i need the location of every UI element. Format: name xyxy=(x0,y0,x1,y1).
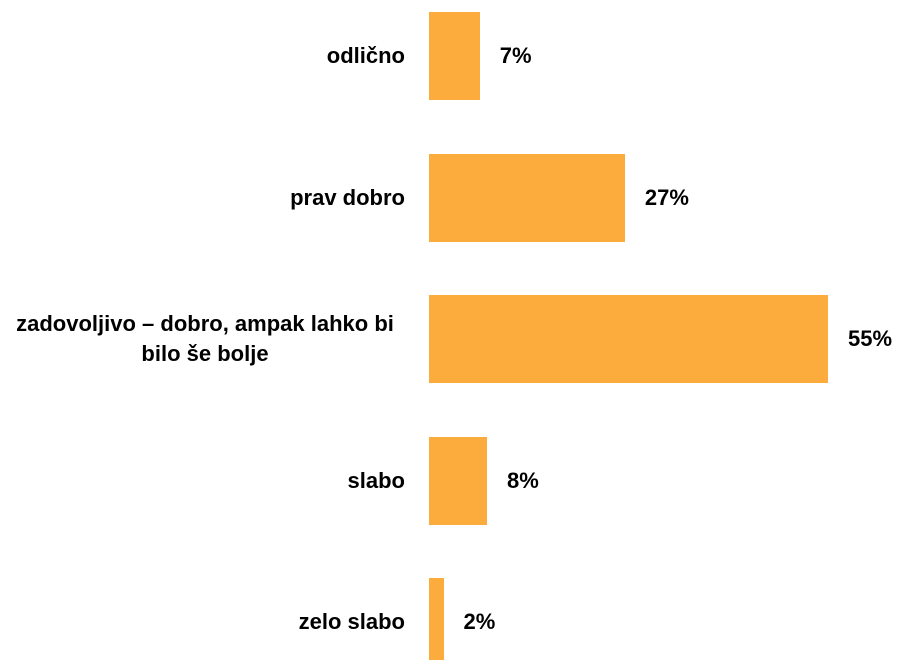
category-label-box: prav dobro xyxy=(0,154,405,242)
category-label: prav dobro xyxy=(290,184,405,210)
category-label-box: zelo slabo xyxy=(0,578,405,660)
value-label: 7% xyxy=(499,43,532,68)
bar-row: odlično 7% xyxy=(0,12,909,100)
value-label: 27% xyxy=(644,184,689,210)
category-label: zelo slabo xyxy=(298,609,405,634)
category-label-box: zadovoljivo – dobro, ampak lahko bi bilo… xyxy=(0,295,405,383)
bar xyxy=(429,12,480,100)
category-label-box: slabo xyxy=(0,437,405,525)
bar xyxy=(429,295,828,383)
category-label: slabo xyxy=(347,467,405,493)
category-label: odlično xyxy=(326,43,405,68)
value-label: 55% xyxy=(848,326,893,351)
bar-row: zelo slabo 2% xyxy=(0,578,909,660)
bar-row: zadovoljivo – dobro, ampak lahko bi bilo… xyxy=(0,295,909,383)
bar xyxy=(429,153,625,242)
value-label: 2% xyxy=(463,609,496,634)
bar xyxy=(429,436,488,525)
bar-row: prav dobro 27% xyxy=(0,153,909,242)
bar xyxy=(429,578,444,660)
category-label-box: odlično xyxy=(0,12,405,100)
value-label: 8% xyxy=(507,467,539,493)
bar-row: slabo 8% xyxy=(0,436,909,525)
category-label: zadovoljivo – dobro, ampak lahko bi bilo… xyxy=(16,311,394,366)
